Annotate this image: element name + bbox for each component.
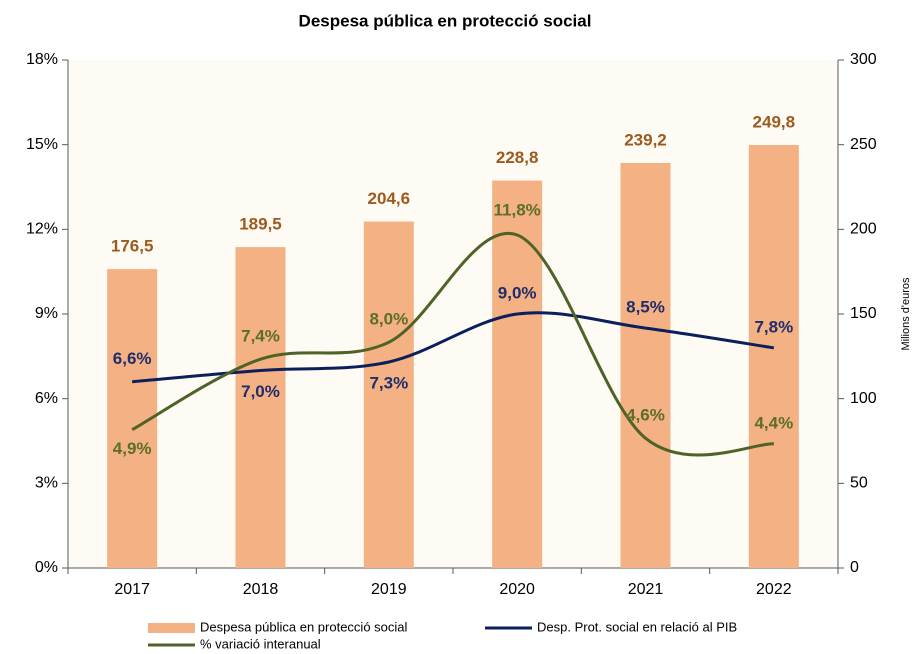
- x-tick-label: 2021: [628, 581, 664, 598]
- bar-label: 204,6: [368, 189, 411, 208]
- line: [132, 311, 775, 384]
- y-tick-label: 15%: [26, 136, 58, 153]
- bar-label: 249,8: [753, 112, 796, 131]
- legend-label: Desp. Prot. social en relació al PIB: [537, 619, 737, 634]
- line-label: 6,6%: [113, 349, 152, 368]
- y2-tick-label: 100: [850, 390, 877, 407]
- x-tick-label: 2017: [114, 581, 150, 598]
- bar: [363, 221, 414, 568]
- bar-label: 189,5: [239, 215, 282, 234]
- y2-tick-label: 300: [850, 51, 877, 68]
- y-tick-label: 0%: [35, 559, 58, 576]
- bar: [748, 145, 799, 568]
- line-label: 7,8%: [754, 317, 793, 336]
- legend-swatch: [148, 623, 195, 633]
- line-label: 7,3%: [369, 373, 408, 392]
- bar: [235, 247, 286, 568]
- legend-label: Despesa pública en protecció social: [200, 619, 408, 634]
- y2-tick-label: 150: [850, 305, 877, 322]
- line-label: 8,5%: [626, 298, 665, 317]
- line-label: 7,4%: [241, 327, 280, 346]
- line-label: 11,8%: [494, 200, 541, 219]
- line: [131, 231, 774, 457]
- plot-area: [68, 60, 838, 568]
- line-label: 4,9%: [113, 439, 152, 458]
- bar-label: 176,5: [111, 237, 154, 256]
- y-tick-label: 18%: [26, 51, 58, 68]
- line-label: 4,4%: [754, 413, 793, 432]
- chart-title: Despesa pública en protecció social: [299, 11, 592, 30]
- y-tick-label: 3%: [35, 475, 58, 492]
- bar: [492, 180, 543, 568]
- y2-axis-label: Milions d'euros: [900, 277, 912, 351]
- y2-tick-label: 0: [850, 559, 859, 576]
- line-label: 9,0%: [498, 283, 537, 302]
- line-label: 8,0%: [369, 310, 408, 329]
- x-tick-label: 2018: [243, 581, 279, 598]
- legend-label: % variació interanual: [200, 636, 321, 651]
- x-tick-label: 2022: [756, 581, 792, 598]
- y2-tick-label: 50: [850, 475, 868, 492]
- bar-label: 228,8: [496, 148, 539, 167]
- x-tick-label: 2020: [499, 581, 535, 598]
- y-tick-label: 12%: [26, 221, 58, 238]
- x-tick-label: 2019: [371, 581, 407, 598]
- line-label: 7,0%: [241, 382, 280, 401]
- y2-tick-label: 200: [850, 221, 877, 238]
- y-tick-label: 6%: [35, 390, 58, 407]
- y2-tick-label: 250: [850, 136, 877, 153]
- bar-label: 239,2: [624, 130, 667, 149]
- y-tick-label: 9%: [35, 305, 58, 322]
- bar: [620, 162, 671, 569]
- line-label: 4,6%: [626, 406, 665, 425]
